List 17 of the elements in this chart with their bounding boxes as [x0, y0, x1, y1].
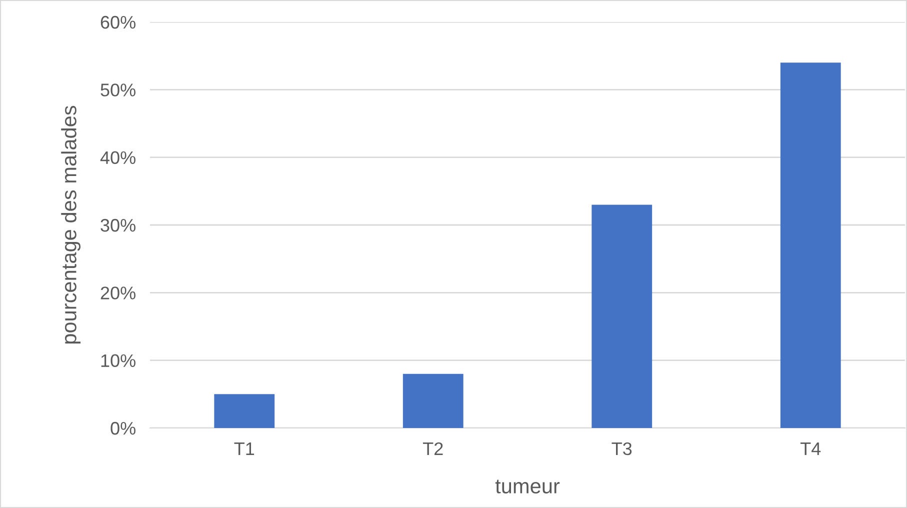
y-axis-title: pourcentage des malades — [61, 106, 81, 344]
y-tick-label: 30% — [100, 218, 136, 232]
x-tick-label: T4 — [800, 442, 821, 455]
x-tick-label: T3 — [612, 442, 632, 456]
y-tick-label: 60% — [100, 16, 136, 29]
y-tick-label: 20% — [100, 286, 136, 300]
x-axis-title: tumeur — [495, 480, 560, 494]
y-tick-label: 0% — [110, 422, 136, 435]
bar — [214, 394, 275, 428]
y-tick-label: 10% — [101, 354, 136, 368]
x-tick-label: T2 — [422, 442, 443, 455]
x-tick-label: T1 — [234, 442, 254, 455]
bar — [592, 204, 652, 428]
bar — [402, 374, 464, 428]
y-tick-label: 40% — [100, 151, 136, 164]
bar — [780, 62, 841, 428]
y-tick-label: 50% — [100, 84, 136, 96]
